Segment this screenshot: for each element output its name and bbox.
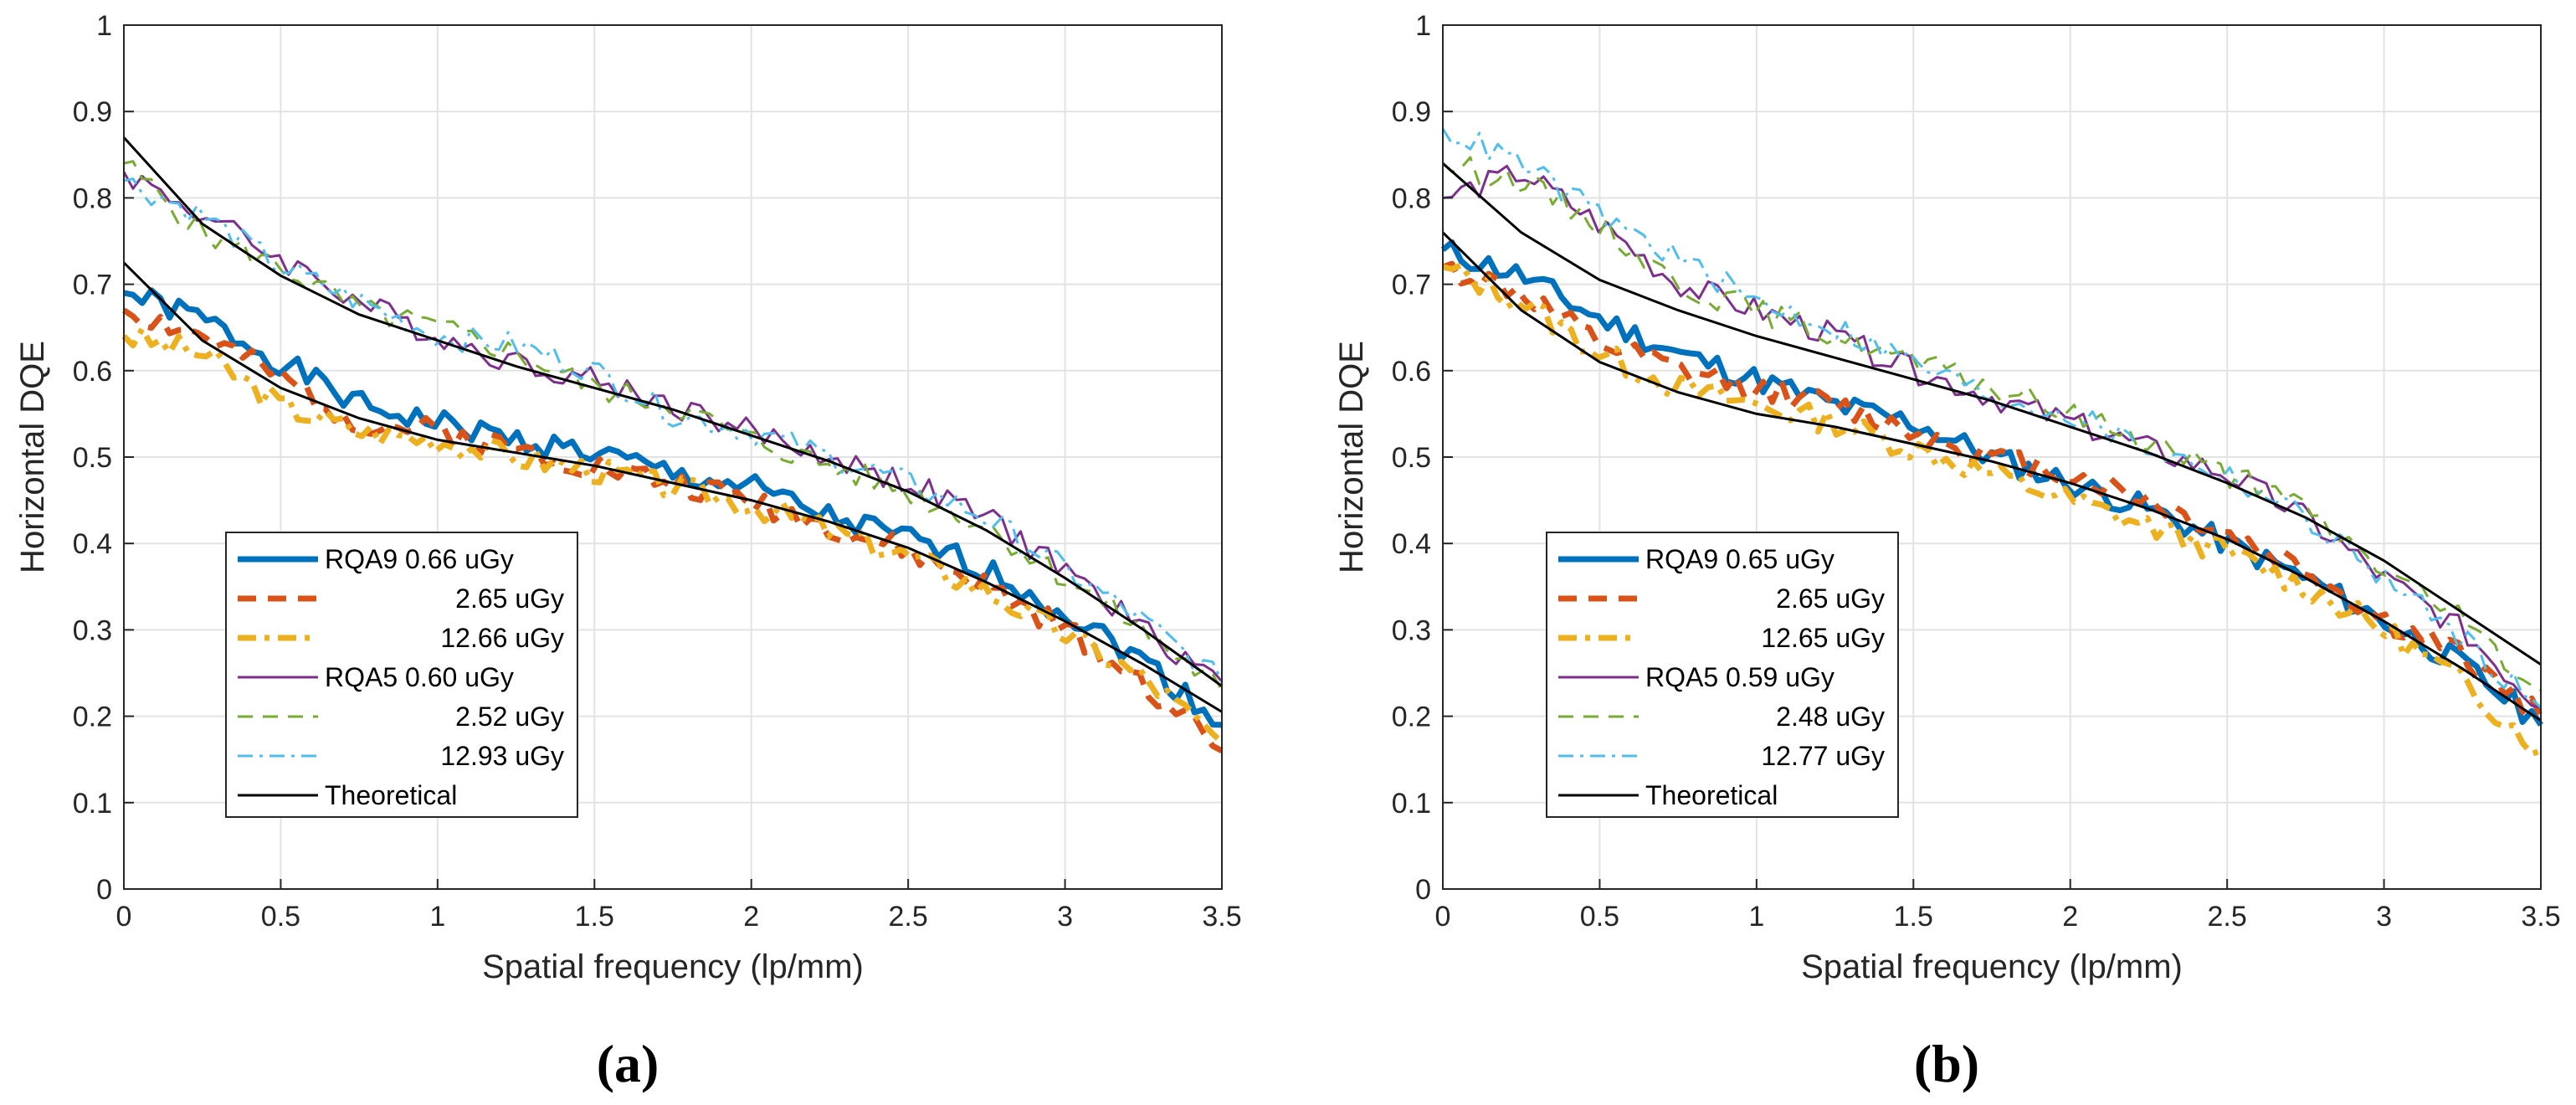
y-tick-label: 0.7 bbox=[73, 270, 112, 301]
legend-box bbox=[1546, 532, 1899, 818]
x-tick-label: 1 bbox=[429, 901, 445, 933]
series-line-0 bbox=[123, 287, 1223, 728]
y-tick-label: 0 bbox=[96, 874, 112, 906]
legend: RQA9 0.65 uGy 2.65 uGy 12.65 uGy RQA5 0.59 … bbox=[1546, 532, 1899, 818]
series-line-1 bbox=[1441, 260, 2544, 718]
series-line-4 bbox=[1441, 156, 2542, 691]
y-tick-label: 1 bbox=[1415, 10, 1431, 42]
x-tick-label: 0.5 bbox=[1580, 901, 1619, 933]
theoretical-curve-0 bbox=[122, 136, 1223, 687]
y-tick-label: 1 bbox=[96, 10, 112, 42]
x-tick-label: 3.5 bbox=[2521, 901, 2560, 933]
legend-entry-label: 12.93 uGy bbox=[440, 741, 564, 771]
x-tick-label: 0 bbox=[116, 901, 132, 933]
chart-panel-b: 0 0.5 1 1.5 2 2.5 3 3.5 0 0.1 0.2 0.3 0.4 0.5 0.6 0.7 0.… bbox=[1333, 10, 2561, 1093]
y-axis-label: Horizontal DQE bbox=[14, 341, 51, 573]
y-tick-label: 0.3 bbox=[73, 614, 112, 646]
x-tick-label: 3 bbox=[2376, 901, 2392, 933]
y-tick-label: 0.8 bbox=[1392, 182, 1431, 214]
y-tick-label: 0.3 bbox=[1392, 614, 1431, 646]
x-axis-label: Spatial frequency (lp/mm) bbox=[482, 948, 864, 985]
x-axis-label: Spatial frequency (lp/mm) bbox=[1801, 948, 2183, 985]
legend-entry-label: 12.65 uGy bbox=[1761, 623, 1885, 653]
x-tick-label: 3 bbox=[1057, 901, 1073, 933]
y-tick-label: 0.5 bbox=[73, 442, 112, 474]
legend-entry-label: 2.65 uGy bbox=[455, 583, 564, 614]
y-tick-label: 0.9 bbox=[1392, 96, 1431, 128]
legend-entry-label: Theoretical bbox=[1645, 780, 1778, 810]
y-axis-label: Horizontal DQE bbox=[1333, 341, 1370, 573]
y-tick-label: 0.1 bbox=[73, 788, 112, 820]
chart-panel-a: 0 0.5 1 1.5 2 2.5 3 3.5 0 0.1 0.2 0.3 0.4 0.5 0.6 0.7 0.… bbox=[14, 10, 1242, 1093]
y-tick-label: 0.8 bbox=[73, 182, 112, 214]
series-line-5 bbox=[123, 177, 1224, 682]
legend: RQA9 0.66 uGy 2.65 uGy 12.66 uGy RQA5 0.60 … bbox=[225, 532, 578, 818]
x-tick-label: 1 bbox=[1748, 901, 1764, 933]
y-tick-label: 0.7 bbox=[1392, 270, 1431, 301]
legend-entry-label: RQA5 0.59 uGy bbox=[1645, 662, 1835, 692]
series-line-3 bbox=[122, 171, 1224, 683]
x-tick-label: 0.5 bbox=[261, 901, 300, 933]
x-tick-label: 2 bbox=[2062, 901, 2078, 933]
legend-entry-label: 12.77 uGy bbox=[1761, 741, 1885, 771]
series-line-1 bbox=[122, 307, 1224, 753]
y-tick-label: 0.4 bbox=[73, 528, 112, 560]
x-tick-label: 3.5 bbox=[1202, 901, 1241, 933]
theoretical-curve-1 bbox=[122, 261, 1223, 713]
x-tick-label: 0 bbox=[1435, 901, 1451, 933]
y-tick-label: 0.4 bbox=[1392, 528, 1431, 560]
theoretical-curve-0 bbox=[1442, 162, 2542, 666]
y-tick-label: 0.6 bbox=[1392, 356, 1431, 388]
x-tick-label: 1.5 bbox=[1894, 901, 1933, 933]
legend-entry-label: 2.48 uGy bbox=[1776, 702, 1885, 732]
theoretical-curve-1 bbox=[1441, 231, 2542, 722]
y-tick-label: 0.6 bbox=[73, 356, 112, 388]
legend-entry-label: RQA9 0.66 uGy bbox=[325, 544, 514, 574]
y-tick-label: 0.1 bbox=[1392, 788, 1431, 820]
legend-box bbox=[225, 532, 578, 818]
x-tick-label: 2.5 bbox=[2208, 901, 2247, 933]
legend-entry-label: 12.66 uGy bbox=[440, 623, 564, 653]
x-tick-label: 1.5 bbox=[575, 901, 614, 933]
y-tick-label: 0.5 bbox=[1392, 442, 1431, 474]
legend-entry-label: Theoretical bbox=[325, 780, 457, 810]
series-line-2 bbox=[121, 326, 1224, 745]
y-tick-label: 0.2 bbox=[73, 702, 112, 733]
x-tick-label: 2 bbox=[743, 901, 759, 933]
legend-entry-label: RQA9 0.65 uGy bbox=[1645, 544, 1835, 574]
panel-label: (a) bbox=[597, 1034, 659, 1093]
series-group bbox=[121, 136, 1224, 753]
panel-label: (b) bbox=[1914, 1034, 1979, 1093]
y-tick-label: 0.2 bbox=[1392, 702, 1431, 733]
y-tick-label: 0.9 bbox=[73, 96, 112, 128]
legend-entry-label: 2.52 uGy bbox=[455, 702, 564, 732]
legend-entry-label: 2.65 uGy bbox=[1776, 583, 1885, 614]
x-tick-label: 2.5 bbox=[889, 901, 928, 933]
y-tick-label: 0 bbox=[1415, 874, 1431, 906]
series-line-3 bbox=[1442, 164, 2542, 709]
series-line-2 bbox=[1442, 262, 2543, 757]
legend-entry-label: RQA5 0.60 uGy bbox=[325, 662, 514, 692]
series-group bbox=[1440, 128, 2544, 757]
